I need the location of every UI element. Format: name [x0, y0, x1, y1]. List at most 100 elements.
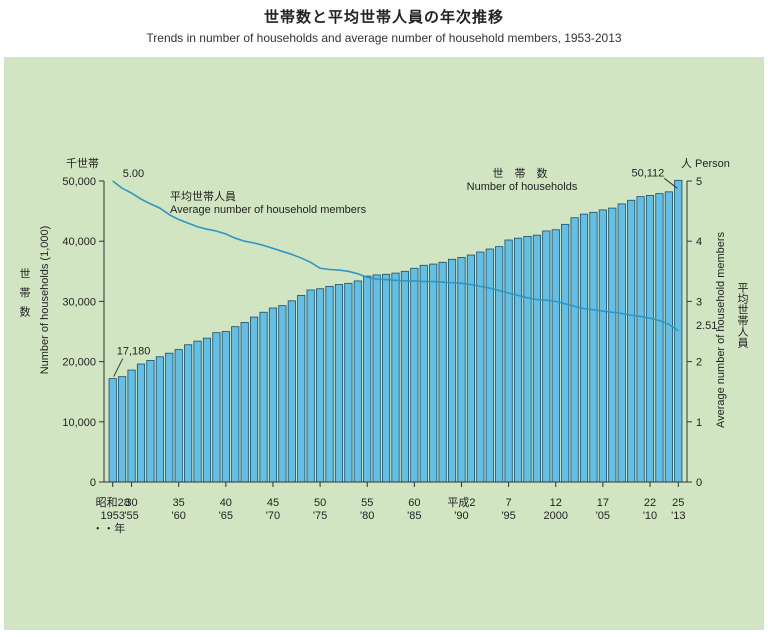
household-bar-2007: [617, 203, 626, 483]
x-tick-era: 22: [644, 497, 656, 509]
last-households-leader: [663, 177, 678, 189]
left-tick-label: 20,000: [62, 357, 96, 369]
right-tick-label: 1: [696, 417, 702, 429]
last-households-label: 50,112: [631, 167, 664, 179]
x-tick-era: 30: [125, 497, 137, 509]
household-bar-1953: [108, 378, 117, 483]
household-bar-1996: [513, 237, 523, 483]
household-bar-1979: [353, 280, 362, 483]
left-axis-title-en: Number of households (1,000): [39, 226, 51, 375]
x-tick-era: 平成2: [447, 496, 475, 509]
right-axis-title-ja: 平均世帯人員: [736, 282, 749, 349]
left-unit-label: 千世帯: [66, 157, 99, 170]
x-tick-ad: '95: [501, 510, 515, 522]
household-bar-1994: [495, 246, 504, 483]
x-tick-era: 60: [408, 497, 420, 509]
household-bar-1956: [136, 363, 146, 483]
x-tick-ad: '85: [407, 510, 421, 522]
household-bar-1974: [306, 289, 315, 483]
household-bar-1959: [165, 352, 174, 483]
first-members-label: 5.00: [123, 168, 144, 180]
household-bar-1970: [268, 307, 278, 483]
household-bar-1991: [466, 254, 475, 483]
x-tick-ad: 2000: [544, 510, 568, 522]
right-unit-label: 人 Person: [681, 157, 730, 170]
x-tick-ad: '10: [643, 510, 657, 522]
household-bar-1987: [429, 263, 438, 483]
first-households-leader: [113, 358, 124, 377]
x-tick-ad: 1953: [100, 510, 124, 522]
household-bar-2006: [608, 207, 617, 483]
household-bar-2010: [645, 195, 655, 483]
household-bar-2000: [551, 229, 560, 483]
household-bar-1967: [240, 322, 249, 483]
avg-members-line: [112, 180, 679, 332]
x-tick-ad: '80: [360, 510, 374, 522]
household-bar-1984: [400, 270, 409, 483]
household-bar-1961: [184, 344, 193, 483]
left-tick-label: 30,000: [62, 296, 96, 308]
household-bar-1989: [447, 258, 457, 483]
left-tick-label: 0: [90, 477, 96, 489]
page-title: 世帯数と平均世帯人員の年次推移: [263, 8, 504, 26]
household-bar-1958: [155, 356, 164, 483]
household-bar-1986: [419, 264, 428, 483]
household-bar-1975: [316, 288, 325, 483]
household-bar-2011: [655, 193, 664, 483]
x-tick-era: 12: [550, 497, 562, 509]
x-tick-era: 25: [672, 497, 684, 509]
household-bar-1954: [118, 376, 127, 483]
household-bar-1963: [202, 337, 212, 483]
x-tick-ad: '60: [172, 510, 186, 522]
households-series-label-en: Number of households: [467, 181, 578, 193]
household-bar-1968: [250, 316, 259, 483]
household-bar-2002: [570, 217, 579, 483]
household-bar-2013: [674, 179, 683, 483]
members-series-label-ja: 平均世帯人員: [170, 190, 236, 203]
household-bar-1993: [485, 248, 494, 483]
household-bar-1995: [504, 239, 513, 483]
x-tick-era: 17: [597, 497, 609, 509]
x-tick-era: 55: [361, 497, 373, 509]
household-bar-1977: [334, 284, 344, 483]
household-bar-1976: [325, 285, 334, 483]
household-bar-1981: [372, 274, 381, 483]
x-tick-ad: '75: [313, 510, 327, 522]
household-bar-1972: [287, 300, 296, 483]
x-tick-era: 45: [267, 497, 279, 509]
household-bar-2004: [589, 211, 598, 483]
household-bar-1966: [231, 326, 240, 483]
x-tick-era: 40: [220, 497, 232, 509]
x-tick-ad: '55: [124, 510, 138, 522]
x-unit-label: ・・年: [92, 521, 125, 535]
household-bar-1964: [212, 332, 221, 483]
household-bar-1990: [457, 257, 466, 483]
household-bar-1955: [127, 369, 136, 483]
household-bar-1971: [278, 305, 287, 483]
household-bar-1962: [193, 340, 202, 483]
household-bar-2009: [636, 196, 645, 483]
right-tick-label: 4: [696, 236, 702, 248]
x-tick-ad: '90: [454, 510, 468, 522]
x-tick-ad: '13: [671, 510, 685, 522]
right-tick-label: 2: [696, 357, 702, 369]
household-bar-1997: [523, 235, 532, 483]
members-series-label-en: Average number of household members: [170, 204, 367, 216]
household-bar-1982: [381, 273, 391, 483]
right-tick-label: 0: [696, 477, 702, 489]
household-bar-1973: [297, 294, 306, 483]
right-tick-label: 5: [696, 176, 702, 188]
x-tick-era: 35: [173, 497, 185, 509]
x-tick-ad: '65: [219, 510, 233, 522]
household-bar-2003: [579, 213, 589, 483]
household-bar-2001: [561, 223, 570, 483]
left-tick-label: 40,000: [62, 236, 96, 248]
household-bar-1969: [259, 311, 268, 483]
x-tick-ad: '05: [596, 510, 610, 522]
household-bar-1985: [410, 267, 419, 483]
x-tick-era: 昭和28: [96, 496, 130, 509]
left-tick-label: 50,000: [62, 176, 96, 188]
x-tick-era: 7: [506, 497, 512, 509]
household-bar-1978: [344, 282, 353, 483]
